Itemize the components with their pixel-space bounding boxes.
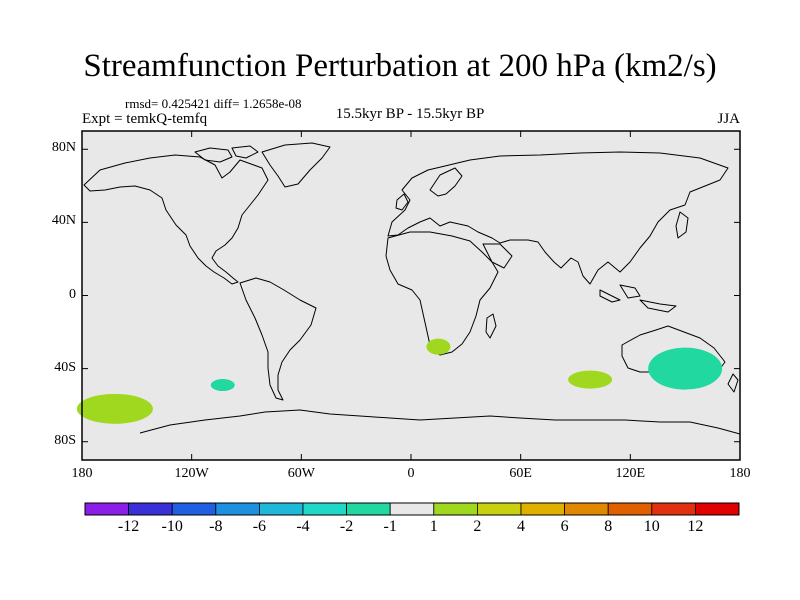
map-background (82, 131, 740, 460)
lat-tick-label: 0 (69, 286, 76, 302)
lat-tick-label: 40S (54, 359, 76, 375)
coast-british-isles (395, 193, 409, 211)
lon-tick-label: 120E (615, 466, 646, 481)
lon-tick-label: 120W (174, 466, 209, 481)
colorbar-swatch (651, 502, 696, 516)
colorbar-label: 10 (643, 518, 660, 535)
season-label: JJA (717, 111, 740, 127)
coast-arctic-islands (194, 145, 259, 163)
colorbar-label: 2 (473, 518, 482, 535)
coast-greenland (261, 142, 331, 188)
coast-madagascar (485, 313, 497, 339)
coast-arabia (482, 243, 513, 269)
colorbar-label: -1 (383, 518, 397, 535)
anomaly-australia (648, 347, 723, 390)
colorbar-swatch (520, 502, 565, 516)
longitude-ticks (81, 131, 741, 460)
coast-antarctica (139, 409, 741, 435)
anomaly-regions (76, 338, 723, 424)
anomaly-south-indian-ocean (568, 370, 613, 389)
anomaly-south-pacific-east (210, 379, 235, 392)
coast-south-america (239, 277, 317, 401)
coastlines (83, 142, 741, 435)
coast-new-zealand (727, 373, 739, 393)
anomaly-southern-africa (426, 338, 451, 355)
colorbar-label: -12 (117, 518, 140, 535)
colorbar-label: 12 (687, 518, 704, 535)
colorbar-swatch (302, 502, 347, 516)
colorbar-label: 8 (604, 518, 613, 535)
lat-tick-label: 80S (54, 432, 76, 448)
colorbar-label: -6 (252, 518, 267, 535)
lon-tick-label: 60W (287, 466, 315, 481)
colorbar-label: -4 (296, 518, 310, 535)
chart-title: Streamfunction Perturbation at 200 hPa (… (83, 48, 717, 84)
coast-scandinavia (429, 167, 463, 197)
colorbar-swatch (128, 502, 173, 516)
colorbar-swatch (433, 502, 478, 516)
latitude-ticks (82, 148, 740, 443)
colorbar-label: -2 (339, 518, 354, 535)
lat-tick-label: 80N (51, 140, 76, 156)
coast-africa (385, 231, 499, 356)
colorbar-swatch (389, 502, 435, 516)
colorbar-label: 4 (517, 518, 525, 535)
coast-north-america (83, 154, 269, 285)
lon-tick-label: 180 (71, 466, 93, 481)
colorbar-swatch (607, 502, 653, 516)
lon-tick-label: 60E (509, 466, 532, 481)
coast-indonesia (599, 284, 677, 313)
colorbar-frame (84, 502, 740, 516)
coast-japan (675, 211, 689, 239)
colorbar-swatch (84, 502, 129, 516)
colorbar-label: -10 (161, 518, 183, 535)
lon-tick-label: 180 (729, 466, 751, 481)
colorbar-swatch (171, 502, 217, 516)
colorbar-swatch (258, 502, 304, 516)
colorbar-swatch (695, 502, 740, 516)
colorbar-swatch (346, 502, 391, 516)
lon-tick-label: 0 (407, 466, 415, 481)
colorbar-swatch (476, 502, 522, 516)
colorbar (84, 502, 740, 516)
colorbar-swatch (215, 502, 260, 516)
coast-eurasia (387, 151, 729, 285)
colorbar-label: 6 (560, 518, 569, 535)
experiment-label: Expt = temkQ-temfq (82, 111, 208, 127)
lat-tick-label: 40N (51, 213, 76, 229)
anomaly-south-pacific-west (76, 393, 153, 424)
period-label: 15.5kyr BP - 15.5kyr BP (335, 106, 485, 122)
colorbar-label: 1 (429, 518, 438, 535)
colorbar-swatch (564, 502, 609, 516)
colorbar-label: -8 (209, 518, 223, 535)
rmsd-stats: rmsd= 0.425421 diff= 1.2658e-08 (125, 96, 302, 111)
